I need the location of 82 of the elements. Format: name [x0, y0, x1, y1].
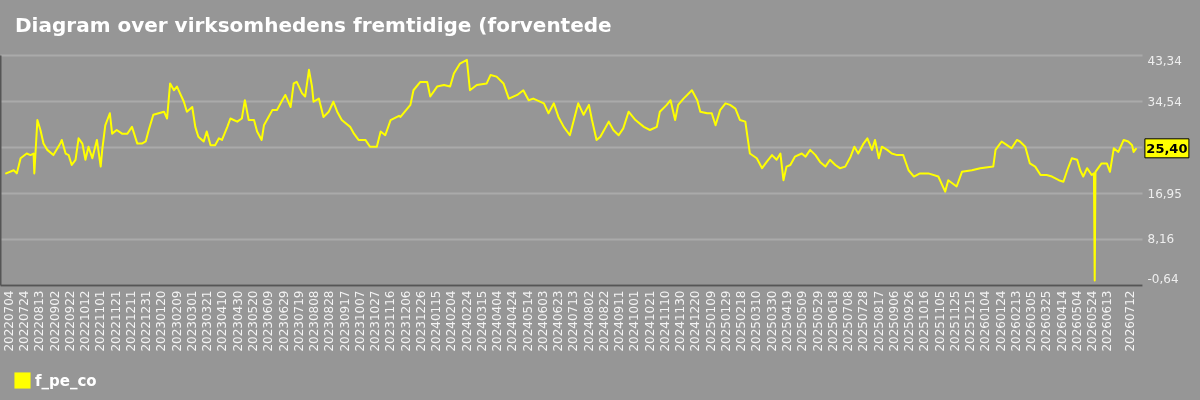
x-tick-label: 20231116	[383, 290, 398, 352]
x-tick-label: 20250310	[749, 290, 764, 352]
x-tick-label: 20250728	[856, 290, 871, 352]
x-tick-label: 20251215	[963, 290, 978, 352]
x-tick-label: 20231226	[413, 290, 428, 352]
x-tick-label: 20250817	[871, 290, 886, 352]
x-tick-label: 20260504	[1069, 290, 1084, 352]
annotation: 25,40	[1146, 140, 1188, 156]
y-tick-label: -0,64	[1147, 271, 1179, 286]
x-tick-label: 20250330	[764, 290, 779, 352]
x-tick-label: 20240802	[581, 290, 596, 352]
x-tick-label: 20240514	[520, 290, 535, 352]
x-tick-label: 20240713	[566, 290, 581, 352]
x-tick-label: 20221012	[78, 290, 93, 352]
x-tick-label: 20230917	[337, 290, 352, 352]
x-tick-label: 20260305	[1024, 290, 1039, 352]
x-tick-label: 20230520	[246, 290, 261, 352]
x-tick-label: 20240623	[551, 290, 566, 352]
chart-title: Diagram over virksomhedens fremtidige (forventede	[15, 13, 612, 37]
x-tick-label: 20240911	[612, 290, 627, 352]
x-tick-label: 20230609	[261, 290, 276, 352]
x-tick-label: 20231007	[352, 290, 367, 352]
x-tick-label: 20240822	[596, 290, 611, 352]
x-tick-label: 20240204	[444, 290, 459, 352]
x-tick-label: 20250529	[810, 290, 825, 352]
x-tick-label: 20241110	[657, 290, 672, 352]
x-tick-label: 20240603	[535, 290, 550, 352]
x-tick-label: 20240315	[474, 290, 489, 352]
x-tick-label: 20260325	[1039, 290, 1054, 352]
x-tick-label: 20240404	[490, 290, 505, 352]
x-tick-label: 20251016	[917, 290, 932, 352]
legend-label: f_pe_co	[35, 371, 97, 390]
x-tick-label: 20230828	[322, 290, 337, 352]
x-tick-label: 20240224	[459, 290, 474, 352]
x-tick-label: 20220724	[17, 290, 32, 352]
x-tick-label: 20230808	[307, 290, 322, 352]
x-tick-label: 20230301	[184, 290, 199, 352]
x-tick-label: 20260124	[993, 290, 1008, 352]
y-tick-label: 43,34	[1147, 53, 1182, 68]
x-tick-label: 20260213	[1008, 290, 1023, 352]
x-tick-label: 20230209	[169, 290, 184, 352]
x-tick-label: 20250906	[886, 290, 901, 352]
y-tick-label: 16,95	[1147, 186, 1182, 201]
x-tick-label: 20250419	[780, 290, 795, 352]
x-tick-label: 20251105	[932, 290, 947, 352]
y-tick-label: 8,16	[1147, 232, 1175, 247]
x-tick-label: 20241220	[688, 290, 703, 352]
x-tick-label: 20241130	[673, 290, 688, 352]
x-tick-label: 20221121	[108, 290, 123, 352]
x-tick-label: 20241001	[627, 290, 642, 352]
x-tick-label: 20240115	[429, 290, 444, 352]
x-tick-label: 20250926	[902, 290, 917, 352]
x-tick-label: 20220813	[32, 290, 47, 352]
x-tick-label: 20251125	[947, 290, 962, 352]
x-tick-label: 20250708	[841, 290, 856, 352]
x-tick-label: 20260712	[1122, 290, 1137, 352]
x-tick-label: 20230120	[154, 290, 169, 352]
x-tick-label: 20250129	[718, 290, 733, 352]
x-tick-label: 20230719	[291, 290, 306, 352]
x-tick-label: 20250109	[703, 290, 718, 352]
x-tick-label: 20231206	[398, 290, 413, 352]
x-tick-label: 20241021	[642, 290, 657, 352]
x-tick-label: 20250509	[795, 290, 810, 352]
x-tick-label: 20221231	[139, 290, 154, 352]
x-tick-label: 20260613	[1100, 290, 1115, 352]
x-tick-label: 20230629	[276, 290, 291, 352]
x-tick-label: 20221211	[123, 290, 138, 352]
x-tick-label: 20220922	[62, 290, 77, 352]
x-tick-label: 20220704	[1, 290, 16, 352]
x-tick-label: 20260524	[1085, 290, 1100, 352]
x-tick-label: 20231027	[368, 290, 383, 352]
x-tick-label: 20240424	[505, 290, 520, 352]
x-tick-label: 20230430	[230, 290, 245, 352]
x-tick-label: 20230410	[215, 290, 230, 352]
x-tick-label: 20220902	[47, 290, 62, 352]
x-tick-label: 20260104	[978, 290, 993, 352]
x-tick-label: 20250218	[734, 290, 749, 352]
x-tick-label: 20221101	[93, 290, 108, 352]
x-tick-label: 20250618	[825, 290, 840, 352]
x-tick-label: 20230321	[200, 290, 215, 352]
x-tick-label: 20260414	[1054, 290, 1069, 352]
y-tick-label: 34,54	[1147, 94, 1182, 109]
